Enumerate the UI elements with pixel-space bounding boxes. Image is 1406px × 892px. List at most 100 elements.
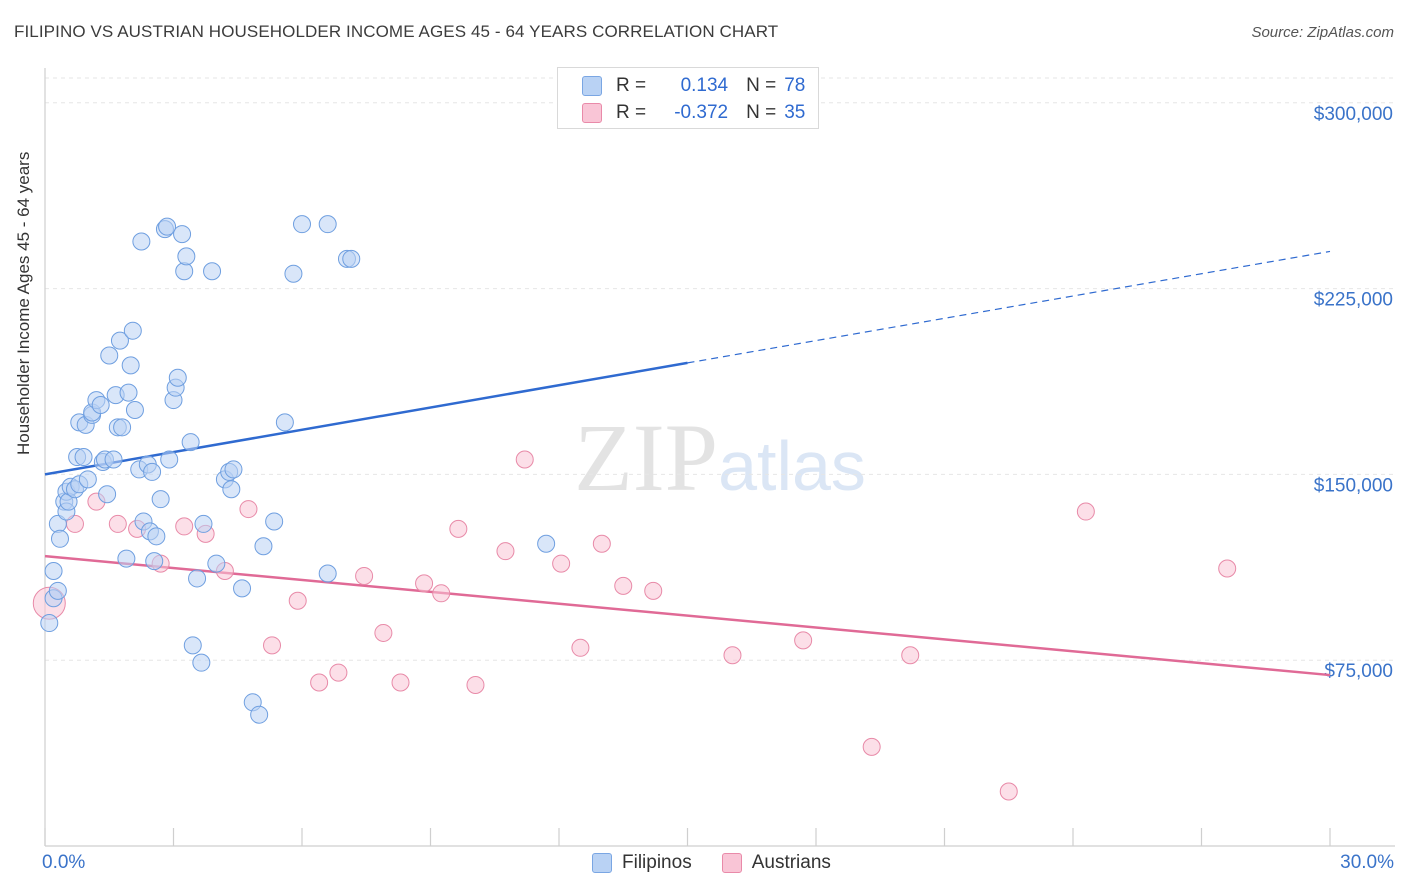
filipinos-point: [318, 564, 337, 583]
filipinos-point: [125, 400, 144, 419]
filipinos-point: [143, 462, 162, 481]
austrians-point: [329, 663, 348, 682]
filipinos-trend-line: [44, 361, 688, 476]
austrians-point: [288, 591, 307, 610]
filipinos-point: [181, 433, 200, 452]
r-value: 0.134: [680, 75, 729, 96]
filipinos-point: [121, 356, 140, 375]
x-tick-label-max: 30.0%: [1340, 852, 1394, 873]
austrians-point: [496, 542, 515, 561]
austrians-point: [239, 500, 258, 519]
r-label: R =: [616, 102, 647, 123]
filipinos-point: [284, 264, 303, 283]
austrians-trend-line: [44, 554, 1331, 677]
filipinos-swatch: [592, 853, 612, 873]
gridlines: [45, 77, 1395, 661]
austrians-point: [901, 646, 920, 665]
austrians-point: [415, 574, 434, 593]
filipinos-point: [113, 418, 132, 437]
austrians-point: [449, 519, 468, 538]
filipinos-point: [132, 232, 151, 251]
austrians-point: [391, 673, 410, 692]
austrians-point: [794, 631, 813, 650]
filipinos-point: [40, 614, 59, 633]
austrians-point: [571, 638, 590, 657]
austrians-point: [592, 534, 611, 553]
filipinos-point: [168, 368, 187, 387]
filipinos-point: [233, 579, 252, 598]
austrians-swatch: [721, 853, 742, 873]
filipinos-point: [254, 537, 273, 556]
filipinos-point: [50, 529, 69, 548]
austrians-point: [515, 450, 534, 469]
trend-lines: [44, 250, 1331, 677]
filipinos-point: [537, 534, 556, 553]
filipinos-point: [250, 705, 269, 724]
r-label: R =: [616, 75, 647, 96]
filipinos-point: [44, 562, 63, 581]
legend-label-austrians: Austrians: [751, 852, 831, 873]
filipinos-point: [188, 569, 207, 588]
filipinos-point: [91, 396, 110, 415]
filipinos-point: [119, 383, 138, 402]
filipinos-point: [117, 549, 136, 568]
filipinos-point: [177, 247, 196, 266]
filipinos-point: [203, 262, 222, 281]
y-tick-label: $300,000: [1314, 104, 1393, 125]
axes: [44, 68, 1395, 847]
filipinos-point: [104, 450, 123, 469]
austrians-point: [614, 576, 633, 595]
filipinos-point: [318, 215, 337, 234]
filipinos-point: [74, 448, 93, 467]
stats-legend: R = 0.134 N = 78 R = -0.372 N = 35: [557, 67, 819, 129]
filipinos-point: [48, 581, 67, 600]
filipinos-point: [275, 413, 294, 432]
filipinos-point: [224, 460, 243, 479]
austrians-point: [999, 782, 1018, 801]
austrians-point: [552, 554, 571, 573]
filipinos-point: [207, 554, 226, 573]
legend-row-austrians: R = -0.372 N = 35: [582, 101, 805, 125]
austrians-point: [108, 514, 127, 533]
filipinos-point: [173, 225, 192, 244]
source-label: Source: ZipAtlas.com: [1251, 24, 1394, 41]
legend-label-filipinos: Filipinos: [622, 852, 692, 873]
filipinos-trend-line-extension: [687, 250, 1331, 364]
austrians-point: [355, 566, 374, 585]
austrians-swatch: [582, 103, 602, 123]
austrians-point: [432, 584, 451, 603]
filipinos-point: [98, 485, 117, 504]
filipinos-point: [194, 514, 213, 533]
austrians-point: [723, 646, 742, 665]
y-tick-label: $225,000: [1314, 290, 1393, 311]
austrians-point: [1076, 502, 1095, 521]
filipinos-point: [151, 490, 170, 509]
filipinos-point: [175, 262, 194, 281]
austrians-point: [644, 581, 663, 600]
filipinos-point: [147, 527, 166, 546]
austrians-point: [374, 623, 393, 642]
filipinos-point: [222, 480, 241, 499]
chart-title: FILIPINO VS AUSTRIAN HOUSEHOLDER INCOME …: [14, 22, 779, 41]
filipinos-point: [123, 321, 142, 340]
y-tick-label: $150,000: [1314, 475, 1393, 496]
x-tick-label-min: 0.0%: [42, 852, 86, 873]
austrians-point: [862, 737, 881, 756]
filipinos-point: [145, 552, 164, 571]
legend-row-filipinos: R = 0.134 N = 78: [582, 74, 805, 98]
n-label: N =: [746, 75, 777, 96]
y-tick-label: $75,000: [1324, 661, 1393, 682]
filipinos-point: [183, 636, 202, 655]
n-value: 78: [784, 75, 806, 96]
austrians-point: [466, 675, 485, 694]
filipinos-swatch: [582, 76, 602, 96]
austrians-point: [263, 636, 282, 655]
y-tick-labels: $75,000 $150,000 $225,000 $300,000: [1314, 104, 1393, 682]
austrians-point: [310, 673, 329, 692]
series-legend: Filipinos Austrians: [592, 852, 861, 874]
austrians-point: [175, 517, 194, 536]
watermark-atlas: atlas: [718, 427, 866, 505]
watermark: ZIPatlas: [574, 404, 866, 511]
filipinos-point: [158, 217, 177, 236]
